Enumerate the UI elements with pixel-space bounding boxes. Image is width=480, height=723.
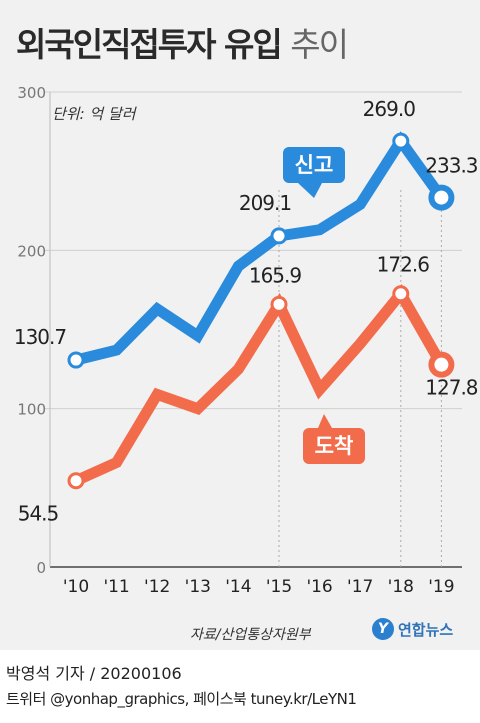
label-layer: 130.7 209.1 269.0 233.3 54.5 165.9 172.6 127.8 신…	[14, 97, 479, 526]
agency-name: 연합뉴스	[398, 620, 454, 639]
agency-logo-icon: Y	[372, 618, 394, 640]
x-tick-label: '15	[266, 577, 292, 597]
data-label: 127.8	[425, 376, 478, 400]
data-point-marker	[428, 351, 455, 378]
data-label: 130.7	[14, 325, 67, 349]
data-label: 269.0	[363, 97, 416, 121]
x-tick-label: '13	[185, 577, 211, 597]
y-tick-label: 200	[17, 242, 46, 260]
data-point-marker	[392, 132, 410, 150]
x-tick-label: '19	[428, 577, 454, 597]
data-point-marker	[392, 285, 410, 303]
data-label: 209.1	[239, 191, 291, 215]
x-tick-label: '18	[388, 577, 414, 597]
data-label: 233.3	[425, 154, 478, 178]
y-tick-label: 100	[17, 401, 46, 419]
data-point-marker	[270, 227, 288, 245]
series-badge	[283, 147, 345, 183]
y-tick-label: 300	[17, 84, 46, 102]
data-label: 54.5	[18, 502, 59, 526]
chart-title: 외국인직접투자 유입 추이	[16, 18, 349, 66]
line-chart: 0 100 200 300 '10 '11 '12 '13 '14 '15 '16 '17 '18 '19…	[14, 84, 479, 597]
series-name-label: 신고	[295, 153, 334, 177]
data-point-marker	[67, 472, 85, 490]
data-point-marker	[67, 351, 85, 369]
data-point-marker	[428, 184, 455, 211]
x-tick-label: '10	[63, 577, 89, 597]
series-badge-pointer	[318, 414, 332, 428]
agency-logo: Y 연합뉴스	[372, 618, 453, 640]
series-line-0	[70, 131, 447, 366]
title-light: 추이	[290, 25, 349, 64]
social-line: 트위터 @yonhap_graphics, 페이스북 tuney.kr/LeYN…	[6, 690, 357, 708]
series-layer	[67, 131, 455, 490]
x-tick-label: '14	[225, 577, 251, 597]
series-line-1	[70, 284, 447, 487]
source-note: 자료/산업통상자원부	[190, 627, 311, 643]
y-tick-label: 0	[36, 559, 46, 577]
x-tick-label: '11	[103, 577, 129, 597]
x-tick-label: '12	[144, 577, 170, 597]
series-name-label: 도착	[315, 434, 354, 458]
grid-layer: 0 100 200 300 '10 '11 '12 '13 '14 '15 '16 '17 '18 '19	[17, 84, 462, 597]
x-tick-label: '17	[347, 577, 373, 597]
data-label: 172.6	[377, 253, 430, 277]
chart-frame: 외국인직접투자 유입 추이 0 100 200 300 '10 '11 '12 '13 '14 '…	[0, 0, 480, 650]
title-bold: 외국인직접투자 유입	[16, 25, 283, 64]
unit-label: 단위: 억 달러	[52, 105, 137, 123]
x-tick-label: '16	[306, 577, 332, 597]
series-badge	[303, 428, 365, 464]
data-point-marker	[270, 295, 288, 313]
series-badge-pointer	[298, 183, 322, 198]
data-label: 165.9	[249, 263, 302, 287]
credit-line: 박영석 기자 / 20200106	[6, 664, 182, 683]
